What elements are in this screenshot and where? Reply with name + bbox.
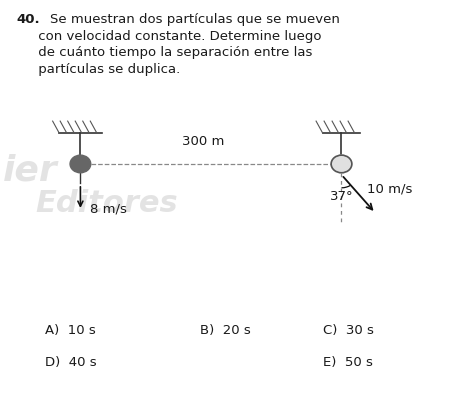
Text: D)  40 s: D) 40 s xyxy=(45,355,97,368)
Text: 300 m: 300 m xyxy=(181,134,224,147)
Text: 10 m/s: 10 m/s xyxy=(367,182,413,195)
Text: E)  50 s: E) 50 s xyxy=(323,355,373,368)
Circle shape xyxy=(331,156,352,173)
Text: A)  10 s: A) 10 s xyxy=(45,323,96,336)
Text: Editores: Editores xyxy=(36,188,178,217)
Text: C)  30 s: C) 30 s xyxy=(323,323,374,336)
Circle shape xyxy=(70,156,91,173)
Text: 40.: 40. xyxy=(17,13,40,26)
Text: 37°: 37° xyxy=(330,190,353,203)
Text: Se muestran dos partículas que se mueven: Se muestran dos partículas que se mueven xyxy=(50,13,340,26)
Text: partículas se duplica.: partículas se duplica. xyxy=(17,63,180,76)
Text: de cuánto tiempo la separación entre las: de cuánto tiempo la separación entre las xyxy=(17,46,312,59)
Text: con velocidad constante. Determine luego: con velocidad constante. Determine luego xyxy=(17,30,321,43)
Text: 8 m/s: 8 m/s xyxy=(90,202,127,215)
Text: ier: ier xyxy=(3,153,58,188)
Text: B)  20 s: B) 20 s xyxy=(200,323,251,336)
